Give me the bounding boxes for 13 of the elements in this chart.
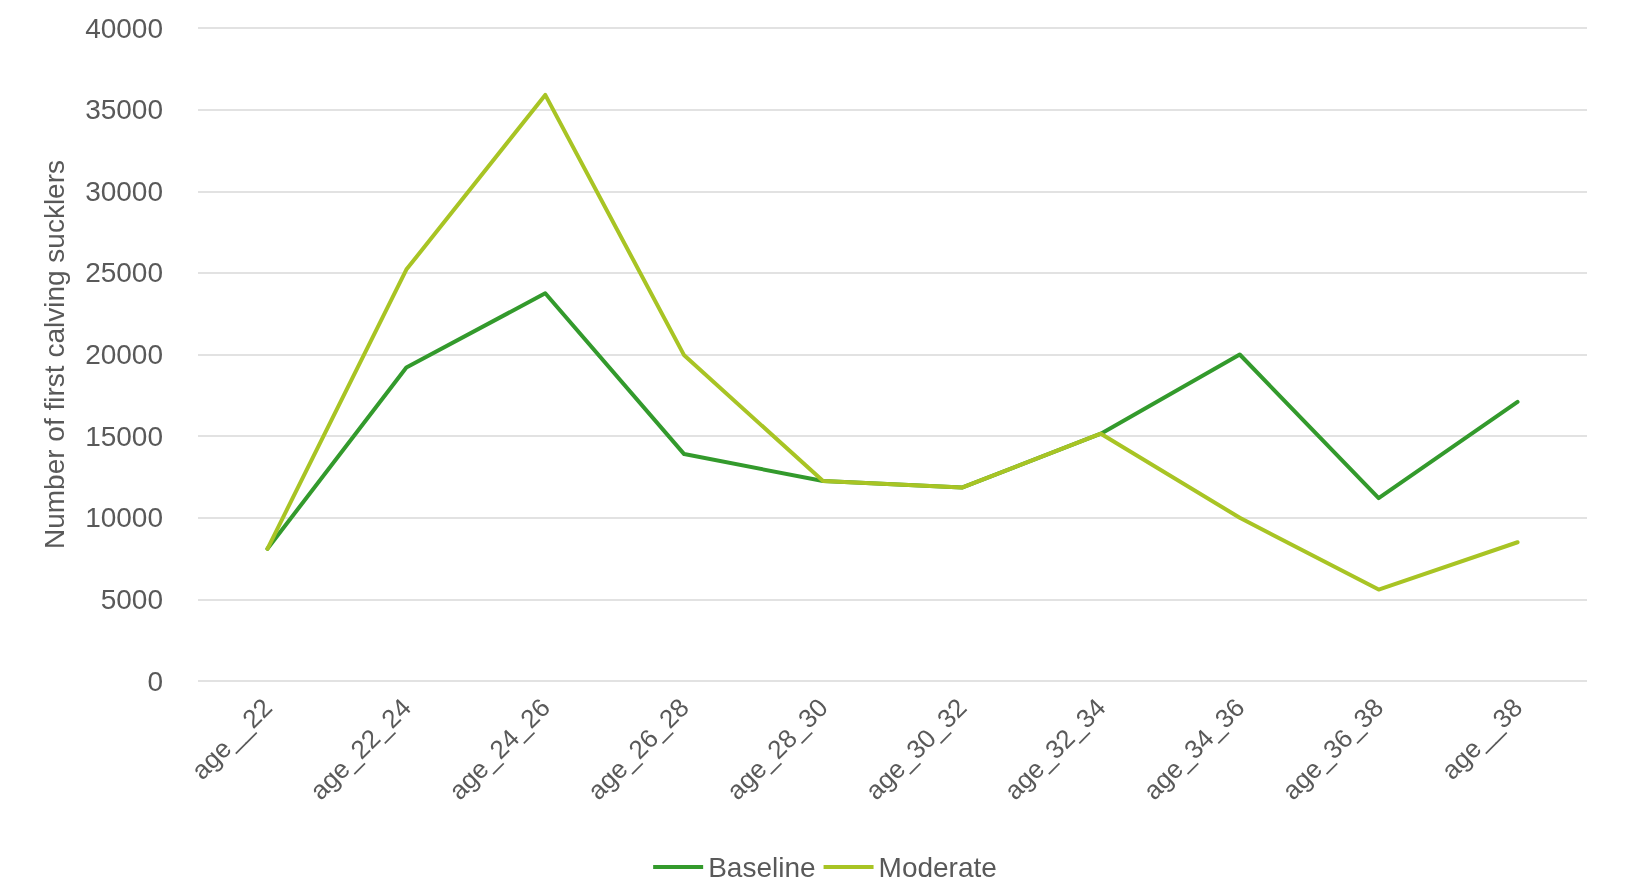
y-tick-label: 40000	[85, 12, 163, 44]
y-tick-label: 25000	[85, 257, 163, 289]
legend-label: Baseline	[708, 851, 816, 883]
y-tick-label: 30000	[85, 175, 163, 207]
y-tick-label: 5000	[100, 583, 163, 615]
y-tick-label: 10000	[85, 502, 163, 534]
line-series	[265, 92, 1520, 592]
y-axis-title: Number of first calving sucklers	[38, 159, 70, 550]
y-tick-label: 15000	[85, 420, 163, 452]
y-tick-label: 20000	[85, 339, 163, 370]
y-tick-label: 0	[147, 665, 163, 697]
legend-label: Moderate	[878, 851, 997, 883]
y-tick-label: 35000	[85, 94, 163, 126]
